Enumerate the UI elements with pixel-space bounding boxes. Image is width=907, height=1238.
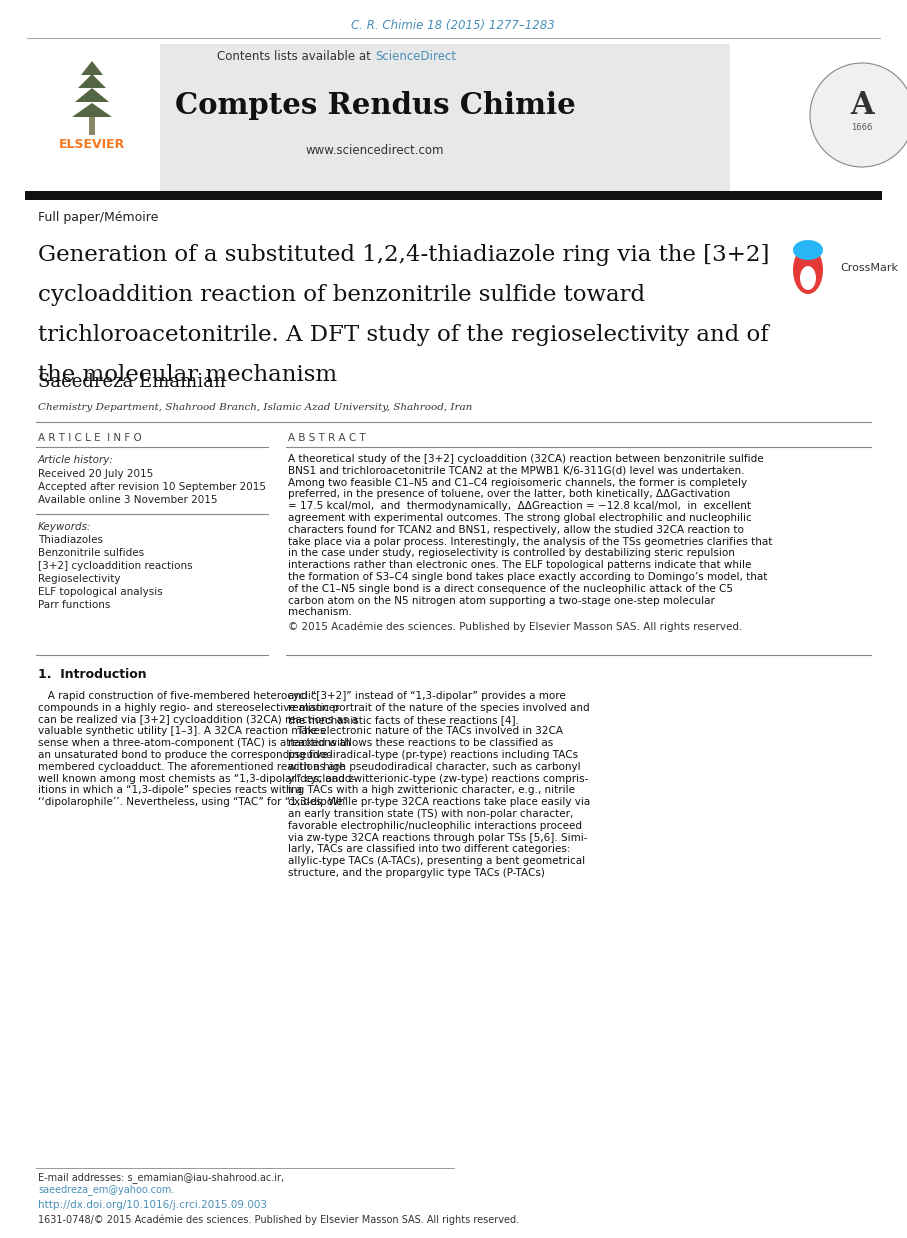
Text: 1666: 1666 (852, 124, 873, 132)
Polygon shape (78, 74, 106, 88)
Text: A rapid construction of five-membered heterocyclic: A rapid construction of five-membered he… (38, 691, 317, 701)
Text: pseudodiradical-type (pr-type) reactions including TACs: pseudodiradical-type (pr-type) reactions… (288, 750, 578, 760)
Text: with a high pseudodiradical character, such as carbonyl: with a high pseudodiradical character, s… (288, 761, 580, 771)
Text: oxides. While pr-type 32CA reactions take place easily via: oxides. While pr-type 32CA reactions tak… (288, 797, 590, 807)
Text: [3+2] cycloaddition reactions: [3+2] cycloaddition reactions (38, 561, 192, 571)
Text: membered cycloadduct. The aforementioned reactions are: membered cycloadduct. The aforementioned… (38, 761, 346, 771)
Ellipse shape (800, 266, 816, 290)
Text: mechanism.: mechanism. (288, 608, 352, 618)
Text: Chemistry Department, Shahrood Branch, Islamic Azad University, Shahrood, Iran: Chemistry Department, Shahrood Branch, I… (38, 404, 473, 412)
Text: A theoretical study of the [3+2] cycloaddition (32CA) reaction between benzonitr: A theoretical study of the [3+2] cycload… (288, 454, 764, 464)
Text: ing TACs with a high zwitterionic character, e.g., nitrile: ing TACs with a high zwitterionic charac… (288, 785, 575, 795)
Text: Parr functions: Parr functions (38, 600, 111, 610)
Text: E-mail addresses: s_emamian@iau-shahrood.ac.ir,: E-mail addresses: s_emamian@iau-shahrood… (38, 1172, 284, 1184)
Text: of the C1–N5 single bond is a direct consequence of the nucleophilic attack of t: of the C1–N5 single bond is a direct con… (288, 584, 733, 594)
Text: ScienceDirect: ScienceDirect (375, 51, 456, 63)
Text: saeedreza_em@yahoo.com.: saeedreza_em@yahoo.com. (38, 1185, 174, 1196)
Text: Full paper/Mémoire: Full paper/Mémoire (38, 212, 159, 224)
Text: realistic portrait of the nature of the species involved and: realistic portrait of the nature of the … (288, 703, 590, 713)
Text: Available online 3 November 2015: Available online 3 November 2015 (38, 495, 218, 505)
Text: C. R. Chimie 18 (2015) 1277–1283: C. R. Chimie 18 (2015) 1277–1283 (351, 20, 555, 32)
Text: Article history:: Article history: (38, 456, 114, 465)
Text: via zw-type 32CA reactions through polar TSs [5,6]. Simi-: via zw-type 32CA reactions through polar… (288, 833, 588, 843)
Text: take place via a polar process. Interestingly, the analysis of the TSs geometrie: take place via a polar process. Interest… (288, 536, 773, 547)
Text: A R T I C L E  I N F O: A R T I C L E I N F O (38, 433, 141, 443)
Text: compounds in a highly regio- and stereoselective manner: compounds in a highly regio- and stereos… (38, 703, 339, 713)
Text: cycloaddition reaction of benzonitrile sulfide toward: cycloaddition reaction of benzonitrile s… (38, 284, 645, 306)
Polygon shape (75, 88, 109, 102)
Polygon shape (72, 103, 112, 118)
Text: Saeedreza Emamian: Saeedreza Emamian (38, 373, 226, 391)
Text: and “[3+2]” instead of “1,3-dipolar” provides a more: and “[3+2]” instead of “1,3-dipolar” pro… (288, 691, 566, 701)
Text: Accepted after revision 10 September 2015: Accepted after revision 10 September 201… (38, 482, 266, 491)
Text: well known among most chemists as “1,3-dipolar” cycloadd-: well known among most chemists as “1,3-d… (38, 774, 356, 784)
Text: ELF topological analysis: ELF topological analysis (38, 587, 162, 597)
Text: carbon atom on the N5 nitrogen atom supporting a two-stage one-step molecular: carbon atom on the N5 nitrogen atom supp… (288, 595, 715, 605)
Text: preferred, in the presence of toluene, over the latter, both kinetically, ΔΔGact: preferred, in the presence of toluene, o… (288, 489, 730, 499)
Text: = 17.5 kcal/mol,  and  thermodynamically,  ΔΔGreaction = −12.8 kcal/mol,  in  ex: = 17.5 kcal/mol, and thermodynamically, … (288, 501, 751, 511)
Text: The electronic nature of the TACs involved in 32CA: The electronic nature of the TACs involv… (288, 727, 563, 737)
Text: CrossMark: CrossMark (840, 262, 898, 274)
Text: structure, and the propargylic type TACs (P-TACs): structure, and the propargylic type TACs… (288, 868, 545, 878)
Text: Thiadiazoles: Thiadiazoles (38, 535, 103, 545)
Text: www.sciencedirect.com: www.sciencedirect.com (306, 144, 444, 156)
Bar (25, 45, 730, 192)
Text: http://dx.doi.org/10.1016/j.crci.2015.09.003: http://dx.doi.org/10.1016/j.crci.2015.09… (38, 1200, 267, 1210)
Text: characters found for TCAN2 and BNS1, respectively, allow the studied 32CA reacti: characters found for TCAN2 and BNS1, res… (288, 525, 744, 535)
Text: Received 20 July 2015: Received 20 July 2015 (38, 469, 153, 479)
Bar (25, 45, 160, 192)
Text: valuable synthetic utility [1–3]. A 32CA reaction makes: valuable synthetic utility [1–3]. A 32CA… (38, 727, 326, 737)
Polygon shape (81, 61, 103, 76)
Ellipse shape (793, 240, 823, 260)
Text: in the case under study, regioselectivity is controlled by destabilizing steric : in the case under study, regioselectivit… (288, 548, 735, 558)
Text: an unsaturated bond to produce the corresponding five-: an unsaturated bond to produce the corre… (38, 750, 332, 760)
Text: © 2015 Académie des sciences. Published by Elsevier Masson SAS. All rights reser: © 2015 Académie des sciences. Published … (288, 621, 742, 633)
Text: ELSEVIER: ELSEVIER (59, 139, 125, 151)
Text: agreement with experimental outcomes. The strong global electrophilic and nucleo: agreement with experimental outcomes. Th… (288, 513, 752, 522)
Text: A B S T R A C T: A B S T R A C T (288, 433, 366, 443)
Circle shape (810, 63, 907, 167)
Text: Generation of a substituted 1,2,4-thiadiazole ring via the [3+2]: Generation of a substituted 1,2,4-thiadi… (38, 244, 769, 266)
Bar (25, 191, 882, 201)
Text: favorable electrophilic/nucleophilic interactions proceed: favorable electrophilic/nucleophilic int… (288, 821, 582, 831)
Ellipse shape (793, 246, 823, 293)
Text: Among two feasible C1–N5 and C1–C4 regioisomeric channels, the former is complet: Among two feasible C1–N5 and C1–C4 regio… (288, 478, 747, 488)
Text: Contents lists available at: Contents lists available at (218, 51, 375, 63)
Text: sense when a three-atom-component (TAC) is attacked with: sense when a three-atom-component (TAC) … (38, 738, 351, 748)
Text: can be realized via [3+2] cycloaddition (32CA) reactions as a: can be realized via [3+2] cycloaddition … (38, 714, 358, 724)
Text: BNS1 and trichloroacetonitrile TCAN2 at the MPWB1 K/6-311G(d) level was undertak: BNS1 and trichloroacetonitrile TCAN2 at … (288, 465, 745, 475)
Text: Regioselectivity: Regioselectivity (38, 574, 121, 584)
Text: interactions rather than electronic ones. The ELF topological patterns indicate : interactions rather than electronic ones… (288, 561, 751, 571)
Text: Keywords:: Keywords: (38, 522, 92, 532)
Text: ‘‘dipolarophile’’. Nevertheless, using “TAC” for “1,3-dipole”: ‘‘dipolarophile’’. Nevertheless, using “… (38, 797, 347, 807)
Bar (89, 118, 95, 135)
Text: allylic-type TACs (A-TACs), presenting a bent geometrical: allylic-type TACs (A-TACs), presenting a… (288, 857, 585, 867)
Text: 1631-0748/© 2015 Académie des sciences. Published by Elsevier Masson SAS. All ri: 1631-0748/© 2015 Académie des sciences. … (38, 1214, 519, 1226)
Text: the formation of S3–C4 single bond takes place exactly according to Domingo’s mo: the formation of S3–C4 single bond takes… (288, 572, 767, 582)
Text: reactions allows these reactions to be classified as: reactions allows these reactions to be c… (288, 738, 553, 748)
Text: ylides, and zwitterionic-type (zw-type) reactions compris-: ylides, and zwitterionic-type (zw-type) … (288, 774, 589, 784)
Text: itions in which a “1,3-dipole” species reacts with a: itions in which a “1,3-dipole” species r… (38, 785, 302, 795)
Text: larly, TACs are classified into two different categories:: larly, TACs are classified into two diff… (288, 844, 571, 854)
Text: the molecular mechanism: the molecular mechanism (38, 364, 337, 386)
Text: the mechanistic facts of these reactions [4].: the mechanistic facts of these reactions… (288, 714, 519, 724)
Text: trichloroacetonitrile. A DFT study of the regioselectivity and of: trichloroacetonitrile. A DFT study of th… (38, 324, 769, 345)
Text: Benzonitrile sulfides: Benzonitrile sulfides (38, 548, 144, 558)
Text: an early transition state (TS) with non-polar character,: an early transition state (TS) with non-… (288, 808, 573, 820)
Text: 1.  Introduction: 1. Introduction (38, 669, 147, 681)
Text: Comptes Rendus Chimie: Comptes Rendus Chimie (175, 90, 575, 120)
Text: A: A (850, 89, 873, 120)
